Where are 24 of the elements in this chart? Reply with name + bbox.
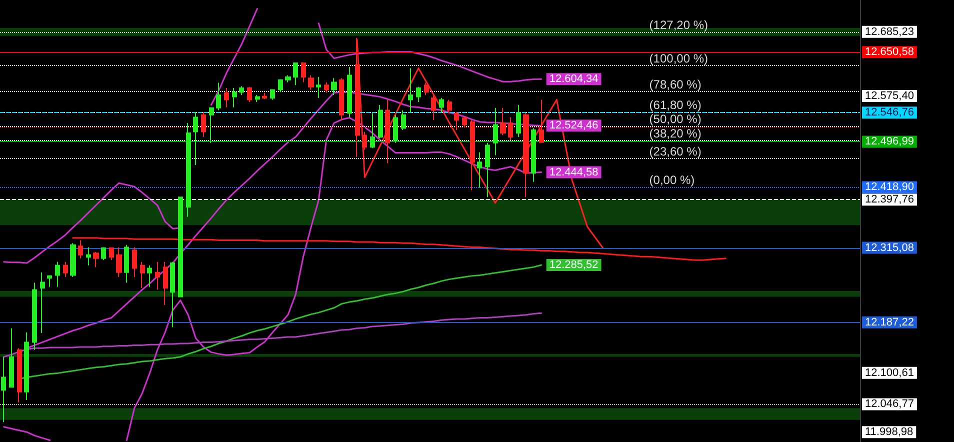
- y-tick-label: 12.685,23: [865, 26, 914, 38]
- y-tick-label: 12.575,40: [865, 90, 914, 102]
- ref-line-label: 12.650,58: [865, 46, 914, 58]
- annotation: (61,80 %): [649, 98, 702, 112]
- y-tick-label: 12.100,61: [865, 366, 914, 379]
- annotation: (100,00 %): [649, 51, 708, 66]
- annotation: (78,60 %): [649, 78, 702, 92]
- y-tick-label: 12.397,76: [865, 194, 914, 206]
- y-tick-label: 12.046,77: [865, 398, 914, 410]
- y-tick-label: 11.998,98: [865, 426, 914, 438]
- data-label: 12.444,58: [549, 166, 598, 178]
- ref-line-label: 12.315,08: [865, 242, 914, 254]
- data-label: 12.604,34: [549, 73, 598, 86]
- annotation: (50,00 %): [649, 112, 702, 126]
- annotation: (127,20 %): [649, 18, 708, 32]
- ref-line-label: 12.418,90: [865, 181, 914, 194]
- ref-line-label: 12.496,99: [865, 136, 914, 148]
- ref-line-label: 12.546,76: [865, 106, 914, 119]
- annotation: (23,60 %): [649, 144, 702, 159]
- annotation: (38,20 %): [649, 126, 702, 141]
- data-label: 12.285,52: [549, 259, 598, 272]
- data-label: 12.524,46: [549, 120, 598, 132]
- ref-line-label: 12.187,22: [865, 316, 914, 328]
- annotation: (0,00 %): [649, 173, 695, 188]
